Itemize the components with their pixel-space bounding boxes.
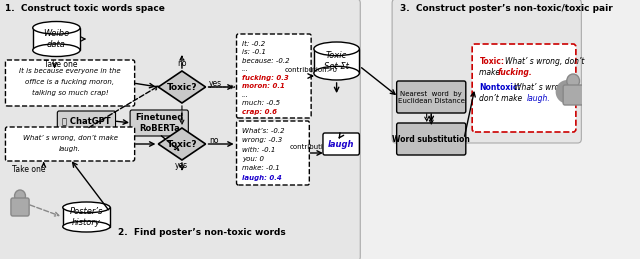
Text: yes: yes: [209, 78, 222, 88]
Ellipse shape: [63, 202, 110, 213]
Text: 2.  Find poster’s non-toxic words: 2. Find poster’s non-toxic words: [118, 228, 286, 237]
Text: you: 0: you: 0: [242, 156, 264, 162]
Text: contribution>0: contribution>0: [290, 144, 343, 150]
Text: crap: 0.6: crap: 0.6: [242, 109, 277, 114]
FancyBboxPatch shape: [58, 111, 116, 131]
Text: Toxic?: Toxic?: [166, 140, 197, 148]
Text: is: -0.1: is: -0.1: [242, 49, 266, 55]
Text: It: -0.2: It: -0.2: [242, 41, 265, 47]
Text: Word substitution: Word substitution: [392, 134, 470, 143]
Text: What’ s wrong, don’t: What’ s wrong, don’t: [505, 57, 584, 66]
FancyBboxPatch shape: [392, 0, 581, 143]
Text: It is because everyone in the: It is because everyone in the: [19, 68, 121, 74]
Text: laugh: laugh: [328, 140, 355, 148]
Text: Toxic:: Toxic:: [479, 57, 504, 66]
Text: with: -0.1: with: -0.1: [242, 147, 275, 153]
Text: Nearest  word  by
Euclidean Distance: Nearest word by Euclidean Distance: [398, 90, 465, 104]
FancyBboxPatch shape: [472, 44, 576, 132]
FancyBboxPatch shape: [237, 121, 309, 185]
FancyBboxPatch shape: [397, 81, 466, 113]
Text: Nontoxic:: Nontoxic:: [479, 83, 521, 92]
Text: wrong: -0.3: wrong: -0.3: [242, 137, 282, 143]
FancyBboxPatch shape: [237, 34, 311, 118]
FancyBboxPatch shape: [397, 123, 466, 155]
Circle shape: [15, 190, 26, 202]
Text: moron: 0.1: moron: 0.1: [242, 83, 285, 89]
Ellipse shape: [314, 42, 359, 56]
Text: Toxic
Set Σt: Toxic Set Σt: [324, 51, 349, 71]
Text: 1.  Construct toxic words space: 1. Construct toxic words space: [6, 4, 165, 13]
Text: don’t make: don’t make: [479, 94, 525, 103]
Text: Take one: Take one: [12, 164, 45, 174]
Text: Ⓢ ChatGPT: Ⓢ ChatGPT: [62, 117, 111, 126]
Text: Take one: Take one: [44, 60, 77, 68]
FancyBboxPatch shape: [0, 0, 360, 259]
FancyBboxPatch shape: [11, 198, 29, 216]
Text: laugh: 0.4: laugh: 0.4: [242, 175, 282, 181]
Text: office is a fucking moron,: office is a fucking moron,: [26, 79, 115, 85]
Text: ●: ●: [554, 76, 580, 105]
Text: laugh.: laugh.: [527, 94, 550, 103]
FancyBboxPatch shape: [63, 207, 110, 227]
FancyBboxPatch shape: [563, 85, 583, 105]
Text: no: no: [177, 59, 187, 68]
Ellipse shape: [314, 66, 359, 80]
Text: ...: ...: [242, 66, 249, 72]
FancyBboxPatch shape: [323, 133, 359, 155]
Ellipse shape: [33, 21, 80, 34]
Text: What’ s wrong, don’t make: What’ s wrong, don’t make: [22, 135, 118, 141]
Text: laugh.: laugh.: [59, 146, 81, 152]
Text: Poster’s
history: Poster’s history: [70, 207, 103, 227]
Text: contribution>0: contribution>0: [285, 67, 338, 73]
FancyBboxPatch shape: [6, 127, 134, 161]
Text: Weibo
data: Weibo data: [44, 29, 70, 49]
Text: What’ s wrong,: What’ s wrong,: [514, 83, 572, 92]
Text: talking so much crap!: talking so much crap!: [32, 90, 108, 96]
FancyBboxPatch shape: [314, 49, 359, 73]
Text: fucking: 0.3: fucking: 0.3: [242, 75, 289, 81]
Polygon shape: [158, 128, 205, 160]
Text: 3.  Construct poster’s non-toxic/toxic pair: 3. Construct poster’s non-toxic/toxic pa…: [400, 4, 613, 13]
Text: fucking.: fucking.: [498, 68, 532, 77]
Text: much: -0.5: much: -0.5: [242, 100, 280, 106]
Text: Finetuned
RoBERTa: Finetuned RoBERTa: [135, 113, 183, 133]
FancyBboxPatch shape: [33, 28, 80, 50]
FancyBboxPatch shape: [130, 110, 188, 136]
Ellipse shape: [33, 44, 80, 56]
Polygon shape: [158, 71, 205, 103]
Text: because: -0.2: because: -0.2: [242, 58, 290, 64]
Text: What’s: -0.2: What’s: -0.2: [242, 128, 285, 134]
Text: make: make: [479, 68, 503, 77]
Text: yes: yes: [175, 162, 188, 170]
Text: ...: ...: [242, 92, 249, 98]
Text: make: -0.1: make: -0.1: [242, 165, 280, 171]
FancyBboxPatch shape: [6, 60, 134, 106]
Circle shape: [567, 74, 580, 88]
Ellipse shape: [63, 221, 110, 232]
Text: Toxic?: Toxic?: [166, 83, 197, 91]
Text: no: no: [209, 135, 219, 145]
